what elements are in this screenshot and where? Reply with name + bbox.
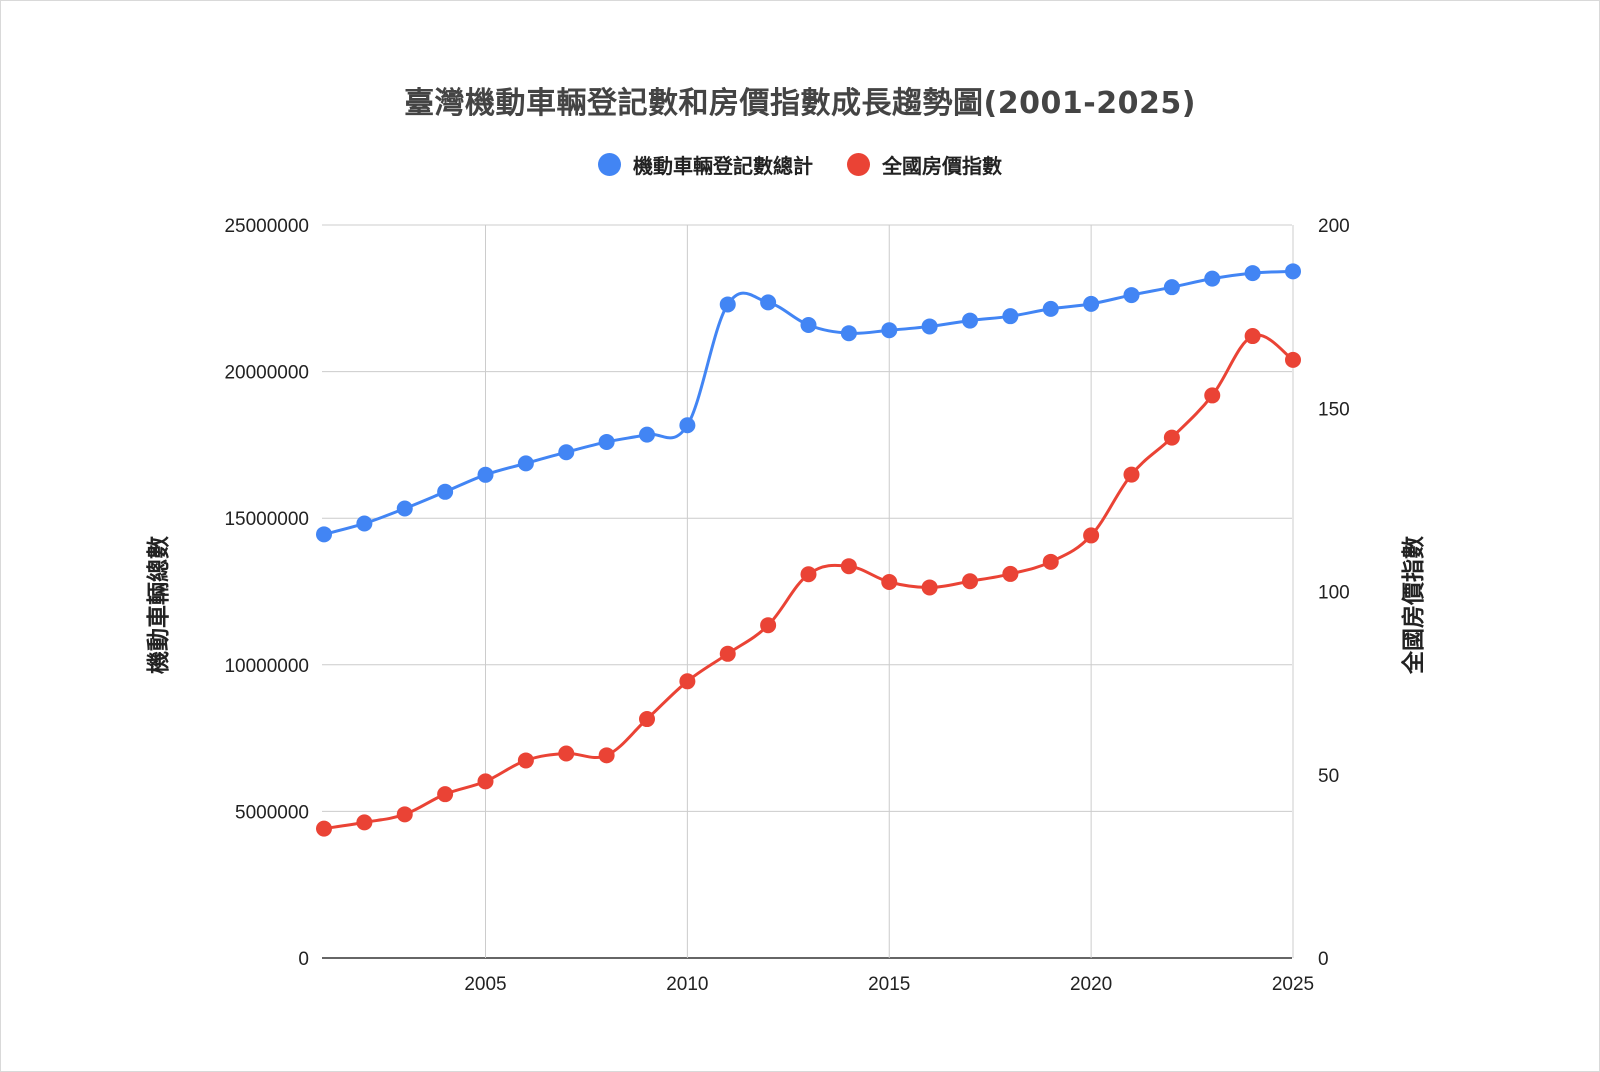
data-point-vehicles[interactable] bbox=[558, 444, 575, 461]
data-point-vehicles[interactable] bbox=[396, 500, 413, 517]
data-point-house-price[interactable] bbox=[1244, 328, 1261, 345]
data-point-house-price[interactable] bbox=[558, 745, 575, 762]
data-point-house-price[interactable] bbox=[316, 820, 332, 837]
legend-marker-house-price bbox=[847, 153, 870, 176]
data-point-house-price[interactable] bbox=[1002, 565, 1019, 582]
series-layer bbox=[316, 263, 1301, 837]
data-point-house-price[interactable] bbox=[1285, 351, 1301, 368]
data-point-vehicles[interactable] bbox=[1163, 279, 1180, 296]
data-point-vehicles[interactable] bbox=[1083, 295, 1100, 312]
data-point-vehicles[interactable] bbox=[1204, 270, 1221, 287]
data-point-house-price[interactable] bbox=[840, 558, 857, 575]
data-point-vehicles[interactable] bbox=[316, 526, 332, 543]
data-point-vehicles[interactable] bbox=[800, 316, 817, 333]
x-tick-label: 2010 bbox=[666, 974, 708, 995]
data-point-house-price[interactable] bbox=[598, 747, 615, 764]
series-line-vehicles bbox=[323, 269, 1294, 536]
data-point-vehicles[interactable] bbox=[760, 294, 777, 311]
legend-item-vehicles[interactable]: 機動車輛登記數總計 bbox=[598, 150, 813, 179]
data-point-house-price[interactable] bbox=[800, 566, 817, 583]
data-point-vehicles[interactable] bbox=[719, 296, 736, 313]
data-point-house-price[interactable] bbox=[881, 573, 898, 590]
data-point-house-price[interactable] bbox=[1123, 466, 1140, 483]
y-left-axis-title: 機動車輛總數 bbox=[145, 536, 172, 674]
y-right-tick-label: 150 bbox=[1318, 399, 1350, 420]
axis-ticks: 0 5000000 10000000 15000000 20000000 25000000… bbox=[224, 216, 1349, 995]
legend-label-vehicles: 機動車輛登記數總計 bbox=[633, 154, 813, 178]
data-point-house-price[interactable] bbox=[437, 786, 454, 803]
x-tick-label: 2005 bbox=[464, 974, 506, 995]
x-tick-label: 2015 bbox=[868, 974, 910, 995]
y-left-tick-label: 5000000 bbox=[235, 802, 309, 823]
data-point-vehicles[interactable] bbox=[1123, 287, 1140, 304]
data-point-vehicles[interactable] bbox=[679, 417, 696, 434]
y-right-tick-label: 100 bbox=[1318, 583, 1350, 604]
data-point-house-price[interactable] bbox=[1083, 527, 1100, 544]
y-right-tick-label: 50 bbox=[1318, 766, 1339, 787]
data-point-house-price[interactable] bbox=[760, 617, 777, 634]
data-point-vehicles[interactable] bbox=[437, 483, 454, 500]
chart-title: 臺灣機動車輛登記數和房價指數成長趨勢圖(2001-2025) bbox=[404, 86, 1196, 121]
data-point-house-price[interactable] bbox=[517, 752, 534, 769]
data-point-vehicles[interactable] bbox=[1042, 300, 1059, 317]
data-point-house-price[interactable] bbox=[962, 573, 978, 590]
legend-marker-vehicles bbox=[598, 153, 621, 176]
data-point-vehicles[interactable] bbox=[881, 322, 898, 339]
data-point-house-price[interactable] bbox=[921, 579, 938, 596]
y-right-axis-title: 全國房價指數 bbox=[1400, 536, 1427, 675]
data-point-vehicles[interactable] bbox=[356, 515, 373, 532]
data-point-vehicles[interactable] bbox=[1002, 308, 1019, 325]
data-point-vehicles[interactable] bbox=[962, 312, 978, 329]
data-point-vehicles[interactable] bbox=[598, 433, 615, 450]
data-point-house-price[interactable] bbox=[719, 645, 736, 662]
data-point-house-price[interactable] bbox=[679, 673, 696, 690]
data-point-vehicles[interactable] bbox=[921, 318, 938, 335]
y-left-tick-label: 10000000 bbox=[224, 656, 309, 677]
data-point-house-price[interactable] bbox=[356, 814, 373, 831]
data-point-house-price[interactable] bbox=[396, 806, 413, 823]
data-point-house-price[interactable] bbox=[639, 711, 655, 728]
y-left-tick-label: 25000000 bbox=[224, 216, 309, 237]
data-point-vehicles[interactable] bbox=[639, 426, 655, 443]
y-left-tick-label: 0 bbox=[298, 949, 309, 970]
x-tick-label: 2020 bbox=[1070, 974, 1112, 995]
legend: 機動車輛登記數總計 全國房價指數 bbox=[0, 150, 1600, 179]
x-tick-label: 2025 bbox=[1272, 974, 1314, 995]
data-point-house-price[interactable] bbox=[1163, 429, 1180, 446]
y-right-tick-label: 0 bbox=[1318, 949, 1329, 970]
data-point-vehicles[interactable] bbox=[517, 455, 534, 472]
data-point-house-price[interactable] bbox=[1042, 553, 1059, 570]
legend-item-house-price[interactable]: 全國房價指數 bbox=[847, 150, 1002, 179]
y-left-tick-label: 20000000 bbox=[224, 363, 309, 384]
y-right-tick-label: 200 bbox=[1318, 216, 1350, 237]
data-point-vehicles[interactable] bbox=[1244, 265, 1261, 282]
data-point-house-price[interactable] bbox=[1204, 387, 1221, 404]
legend-label-house-price: 全國房價指數 bbox=[882, 154, 1002, 178]
data-point-house-price[interactable] bbox=[477, 773, 494, 790]
gridlines bbox=[322, 224, 1294, 959]
data-point-vehicles[interactable] bbox=[477, 466, 494, 483]
data-point-vehicles[interactable] bbox=[1285, 263, 1301, 280]
y-left-tick-label: 15000000 bbox=[224, 509, 309, 530]
data-point-vehicles[interactable] bbox=[840, 325, 857, 342]
